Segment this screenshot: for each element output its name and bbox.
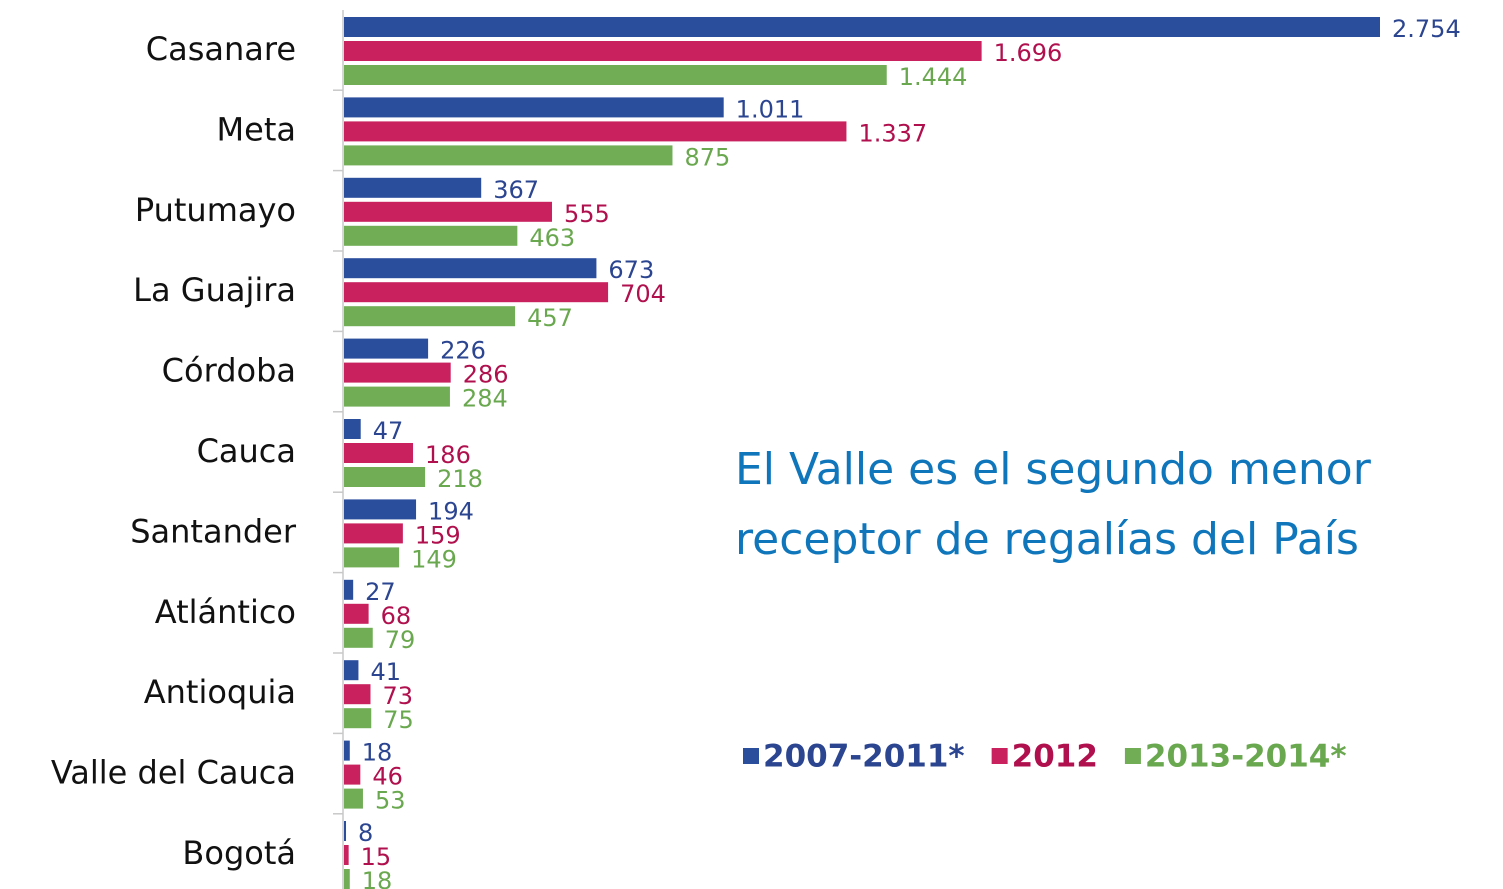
value-label: 875 (684, 143, 730, 171)
legend-swatch (1124, 748, 1141, 764)
value-label: 186 (425, 441, 471, 469)
bar (344, 386, 450, 407)
bar (344, 821, 347, 841)
bar (344, 17, 1380, 37)
value-label: 75 (383, 706, 414, 734)
value-label: 2.754 (1392, 15, 1461, 43)
value-label: 15 (361, 843, 392, 871)
y-tick-label: Bogotá (182, 834, 296, 872)
bar (344, 225, 518, 246)
bar (344, 627, 373, 648)
value-label: 673 (608, 256, 654, 284)
y-tick-label: La Guajira (133, 271, 296, 309)
bar (344, 869, 350, 889)
bar (344, 708, 372, 729)
bar (344, 419, 361, 439)
value-label: 47 (373, 417, 404, 445)
value-label: 1.337 (858, 119, 927, 147)
value-label: 226 (440, 337, 486, 365)
bar (344, 97, 724, 118)
value-label: 457 (527, 304, 573, 332)
value-label: 149 (411, 545, 457, 573)
bar (344, 258, 597, 279)
bar (344, 788, 363, 809)
value-label: 1.444 (899, 63, 968, 91)
y-tick-label: Cauca (197, 432, 296, 470)
bar (344, 740, 350, 761)
bar (344, 764, 361, 785)
bar (344, 467, 426, 487)
value-label: 46 (372, 763, 403, 791)
value-label: 218 (437, 465, 483, 493)
value-label: 367 (493, 176, 539, 204)
y-tick-label: Putumayo (135, 191, 296, 229)
bar (344, 65, 887, 85)
bar (344, 547, 400, 568)
bar (344, 845, 349, 865)
value-label: 68 (381, 602, 412, 630)
bar (344, 499, 417, 520)
value-label: 27 (365, 578, 396, 606)
legend-swatch (991, 748, 1008, 764)
bar (344, 660, 359, 681)
value-label: 194 (428, 497, 474, 525)
bar (344, 362, 451, 383)
value-label: 41 (370, 658, 401, 686)
bar (344, 523, 403, 544)
bar (344, 579, 354, 600)
legend-label: 2013-2014* (1145, 739, 1347, 775)
value-label: 79 (385, 626, 416, 654)
value-label: 8 (358, 819, 373, 847)
value-label: 18 (362, 739, 393, 767)
value-label: 159 (415, 521, 461, 549)
bar (344, 121, 847, 142)
y-tick-label: Santander (130, 512, 297, 550)
value-label: 463 (529, 224, 575, 252)
value-label: 73 (382, 682, 413, 710)
legend-label: 2007-2011* (763, 739, 965, 775)
value-label: 286 (463, 361, 509, 389)
value-label: 1.011 (736, 95, 805, 123)
y-tick-label: Atlántico (155, 593, 296, 631)
bar (344, 41, 982, 61)
y-tick-label: Casanare (146, 30, 296, 68)
bar (344, 177, 482, 198)
y-tick-label: Córdoba (162, 352, 296, 390)
bar (344, 306, 516, 327)
annotation: receptor de regalías del País (735, 514, 1359, 565)
bar (344, 282, 609, 303)
bar (344, 201, 552, 222)
value-label: 1.696 (994, 39, 1063, 67)
annotation: El Valle es el segundo menor (735, 444, 1372, 495)
legend-label: 2012 (1012, 739, 1098, 775)
bar (344, 684, 371, 705)
value-label: 18 (362, 867, 393, 889)
y-tick-label: Valle del Cauca (51, 754, 296, 792)
y-tick-label: Antioquia (144, 673, 296, 711)
value-label: 284 (462, 385, 508, 413)
bar (344, 338, 429, 359)
legend-swatch (743, 748, 759, 764)
value-label: 53 (375, 787, 406, 815)
value-label: 704 (620, 280, 666, 308)
value-label: 555 (564, 200, 610, 228)
bar (344, 603, 369, 624)
bar (344, 443, 414, 463)
bar (344, 145, 673, 166)
y-tick-label: Meta (217, 110, 296, 148)
